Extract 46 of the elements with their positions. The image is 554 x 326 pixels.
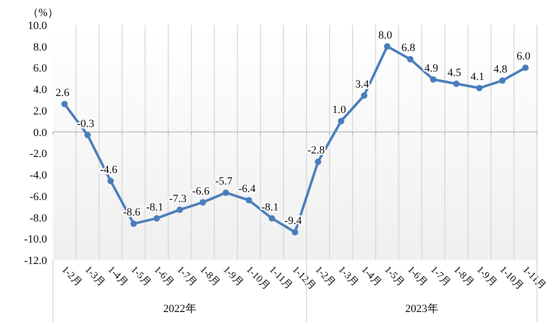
data-label: -6.6 [192,185,210,198]
x-tick-label: 1-7月 [174,264,199,289]
x-tick-label: 1-9月 [474,264,499,289]
y-tick-label: 10.0 [28,20,48,32]
data-label: 2.6 [56,87,70,100]
data-label: -8.1 [261,201,279,214]
data-label: -7.3 [169,192,187,205]
data-label: -6.4 [238,183,256,196]
y-tick-label: -6.0 [30,190,48,203]
y-tick-label: 6.0 [33,62,48,75]
x-tick-label: 1-9月 [220,264,246,289]
x-tick-label: 1-5月 [382,264,406,289]
x-tick-label: 1-8月 [451,264,476,289]
data-label: 3.4 [355,78,370,90]
text: 2022年 [163,303,196,315]
y-axis-title: （%） [27,7,59,19]
data-label: -5.7 [215,176,234,188]
x-tick-label: 1-7月 [428,264,452,289]
data-label: 8.0 [378,29,393,42]
y-tick-label: -12.0 [24,255,48,267]
data-label: 1.0 [332,104,346,116]
x-tick-label: 1-3月 [82,264,107,289]
y-tick-label: 4.0 [33,84,48,96]
x-tick-label: 1-6月 [405,264,430,289]
data-label: 6.8 [401,42,416,54]
x-tick-label: 1-8月 [198,264,222,289]
y-tick-label: 2.0 [33,105,48,118]
data-label: 4.8 [494,64,508,76]
data-label: 4.1 [470,71,484,84]
data-label: 6.0 [516,50,531,63]
y-tick-label: 8.0 [33,41,48,54]
y-tick-label: 0.0 [33,126,48,139]
x-tick-label: 1-6月 [152,264,176,289]
x-tick-label: 1-2月 [59,264,84,289]
x-tick-label: 1-4月 [359,264,384,289]
x-tick-label: 1-5月 [128,264,153,289]
data-label: 4.5 [447,66,462,79]
x-tick-label: 1-3月 [336,264,360,289]
y-tick-label: -4.0 [30,170,48,182]
text: 2023年 [405,303,438,315]
x-tick-label: 1-4月 [106,264,130,289]
data-label: 4.9 [424,62,439,74]
y-tick-label: -10.0 [24,234,48,246]
data-label: -8.1 [146,201,164,214]
y-tick-label: -2.0 [30,148,48,160]
y-tick-label: -8.0 [30,212,48,224]
